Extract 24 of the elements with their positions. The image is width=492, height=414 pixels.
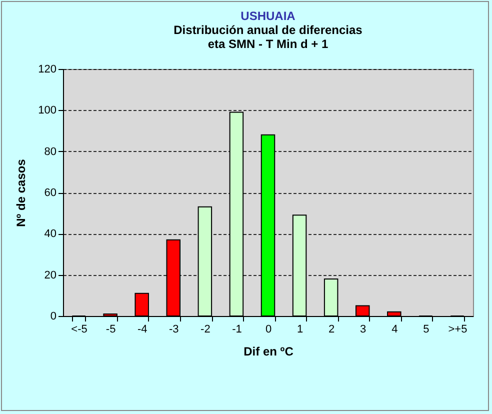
y-tick-label: 20	[44, 269, 56, 282]
x-tick-label: -2	[200, 324, 210, 336]
x-tick-label: -5	[106, 324, 116, 336]
x-tick-label: 4	[392, 324, 398, 336]
x-tick-label: <-5	[71, 324, 88, 336]
y-tick-label: 100	[38, 104, 56, 117]
y-tick-label: 120	[38, 64, 56, 76]
x-tick-label: 3	[360, 324, 366, 336]
x-tick-label: -3	[168, 324, 179, 336]
x-tick-label: -1	[232, 324, 242, 336]
y-tick-label: 80	[44, 146, 56, 158]
x-axis-title: Dif en ºC	[244, 344, 294, 358]
chart-subtitle: Distribución anual de diferencias eta SMN - T Min d + 1	[174, 23, 363, 51]
x-tick-label: 2	[328, 324, 335, 336]
chart-title: USHUAIA	[240, 9, 296, 23]
y-tick-label: 40	[44, 228, 56, 240]
x-tick-label: 1	[296, 324, 304, 336]
x-tick-label: 0	[265, 324, 272, 336]
x-tick-label: >+5	[448, 324, 468, 336]
y-axis-title: Nº de casos	[14, 158, 28, 227]
y-tick-label: 0	[50, 310, 56, 322]
y-tick-label: 60	[44, 187, 56, 199]
x-tick-label: 5	[423, 324, 430, 336]
x-tick-label: -4	[137, 324, 148, 336]
